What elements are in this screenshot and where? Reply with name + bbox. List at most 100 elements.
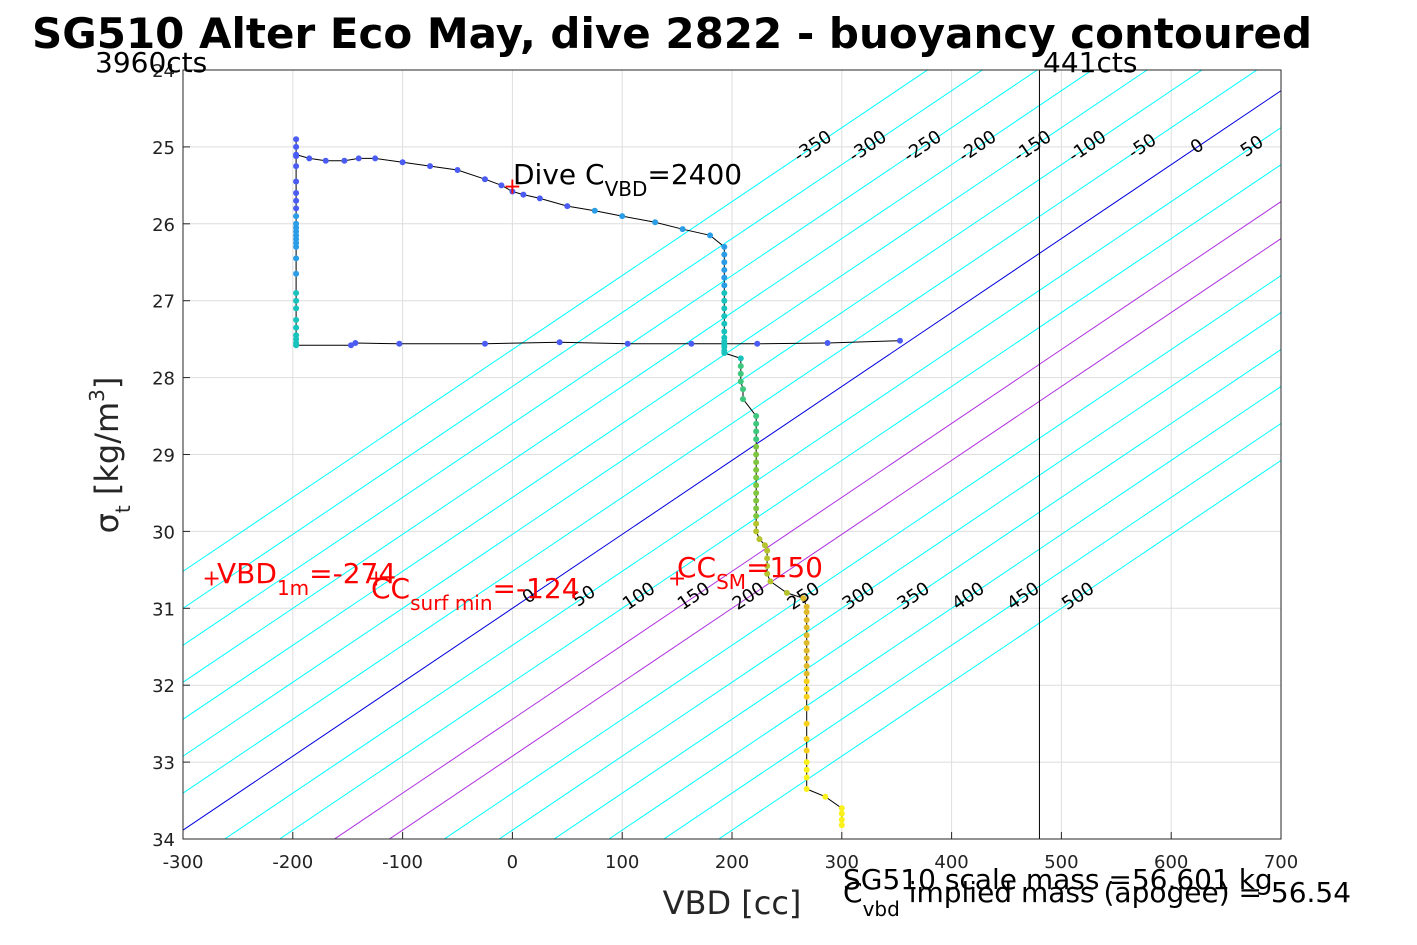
data-point <box>803 736 810 743</box>
y-tick-label: 25 <box>152 138 175 159</box>
data-point <box>753 436 760 443</box>
contour-line <box>278 164 1281 839</box>
data-point <box>652 219 659 226</box>
annotation-markers: + + + + <box>202 174 686 591</box>
data-point <box>803 639 810 646</box>
data-point <box>509 188 516 195</box>
dive-cvbd-annotation: Dive CVBD=2400 <box>513 158 742 201</box>
data-point <box>721 282 728 289</box>
data-point <box>739 386 746 393</box>
data-point <box>803 616 810 623</box>
data-point <box>293 143 300 150</box>
red-plus-marker: + <box>668 567 686 592</box>
data-point <box>352 339 359 346</box>
data-point <box>721 349 728 356</box>
contour-line <box>608 385 1281 839</box>
data-point <box>396 340 403 347</box>
data-point <box>754 340 761 347</box>
contour-line <box>717 459 1281 839</box>
cc-surf-min-subscript: surf min <box>410 591 492 615</box>
contour-line <box>333 201 1281 839</box>
data-point <box>803 774 810 781</box>
cc-sm-value: =150 <box>746 551 823 584</box>
data-point <box>721 313 728 320</box>
right-corner-label: 441cts <box>1043 46 1137 79</box>
y-tick-label: 32 <box>152 676 175 697</box>
contour-line <box>183 70 984 609</box>
data-point <box>896 337 903 344</box>
data-point <box>591 207 598 214</box>
x-tick-label: -200 <box>272 852 313 873</box>
data-point <box>753 528 760 535</box>
contour-line <box>183 70 1258 794</box>
y-tick-label: 27 <box>152 292 175 313</box>
data-point <box>737 363 744 370</box>
data-point <box>454 166 461 173</box>
data-point <box>753 520 760 527</box>
implied-mass-rest: implied mass (apogee) = 56.54 <box>900 876 1351 909</box>
y-label-subscript: t <box>111 505 135 513</box>
data-point <box>753 413 760 420</box>
chart-title: SG510 Alter Eco May, dive 2822 - buoyanc… <box>32 9 1312 58</box>
y-axis-label: σt [kg/m3] <box>85 377 135 534</box>
data-point <box>293 255 300 262</box>
data-point <box>293 213 300 220</box>
x-tick-label: 700 <box>1264 852 1298 873</box>
data-point <box>293 205 300 212</box>
data-point <box>753 513 760 520</box>
data-point <box>721 274 728 281</box>
data-point <box>498 182 505 189</box>
x-tick-label: 600 <box>1154 852 1188 873</box>
contour-line <box>183 70 1203 757</box>
x-tick-labels: -300 -200 -100 0 100 200 300 400 500 600 700 <box>163 832 1298 873</box>
data-point <box>753 482 760 489</box>
data-point <box>293 136 300 143</box>
implied-mass-main: C <box>843 876 863 909</box>
data-point <box>355 155 362 162</box>
data-point <box>721 266 728 273</box>
data-point <box>753 451 760 458</box>
data-point <box>721 305 728 312</box>
y-tick-label: 28 <box>152 369 175 390</box>
data-point <box>293 190 300 197</box>
data-point <box>737 378 744 385</box>
contour-line <box>183 90 1281 831</box>
data-point <box>756 536 763 543</box>
data-point <box>753 428 760 435</box>
data-point <box>764 563 771 570</box>
y-tick-label: 29 <box>152 446 175 467</box>
y-label-sigma: σ <box>88 513 126 533</box>
x-tick-label: 200 <box>715 852 749 873</box>
cc-sm-subscript: SM <box>716 570 746 594</box>
data-point <box>293 178 300 185</box>
data-point <box>753 420 760 427</box>
red-plus-marker: + <box>367 567 385 592</box>
contour-line <box>553 348 1281 839</box>
data-point <box>293 342 300 349</box>
data-point <box>824 339 831 346</box>
x-tick-label: -300 <box>163 852 204 873</box>
data-point <box>721 328 728 335</box>
y-label-unit: [kg/m <box>88 402 126 505</box>
contour-line <box>388 237 1281 839</box>
red-plus-marker: + <box>503 174 521 199</box>
data-point <box>293 153 300 160</box>
y-tick-label: 34 <box>152 830 175 851</box>
implied-mass-subscript: vbd <box>863 897 900 921</box>
cc-sm-main: CC <box>677 551 716 584</box>
data-point <box>293 305 300 312</box>
data-point <box>341 157 348 164</box>
data-point <box>753 474 760 481</box>
contour-line <box>498 311 1281 839</box>
cc-surf-min-value: =-124 <box>493 572 580 605</box>
data-point <box>707 232 714 239</box>
data-point <box>753 497 760 504</box>
data-point <box>721 290 728 297</box>
data-point <box>761 542 768 549</box>
data-point <box>293 324 300 331</box>
data-point <box>372 155 379 162</box>
data-point <box>764 547 771 554</box>
data-point <box>737 370 744 377</box>
data-points <box>293 136 903 829</box>
data-point <box>753 489 760 496</box>
